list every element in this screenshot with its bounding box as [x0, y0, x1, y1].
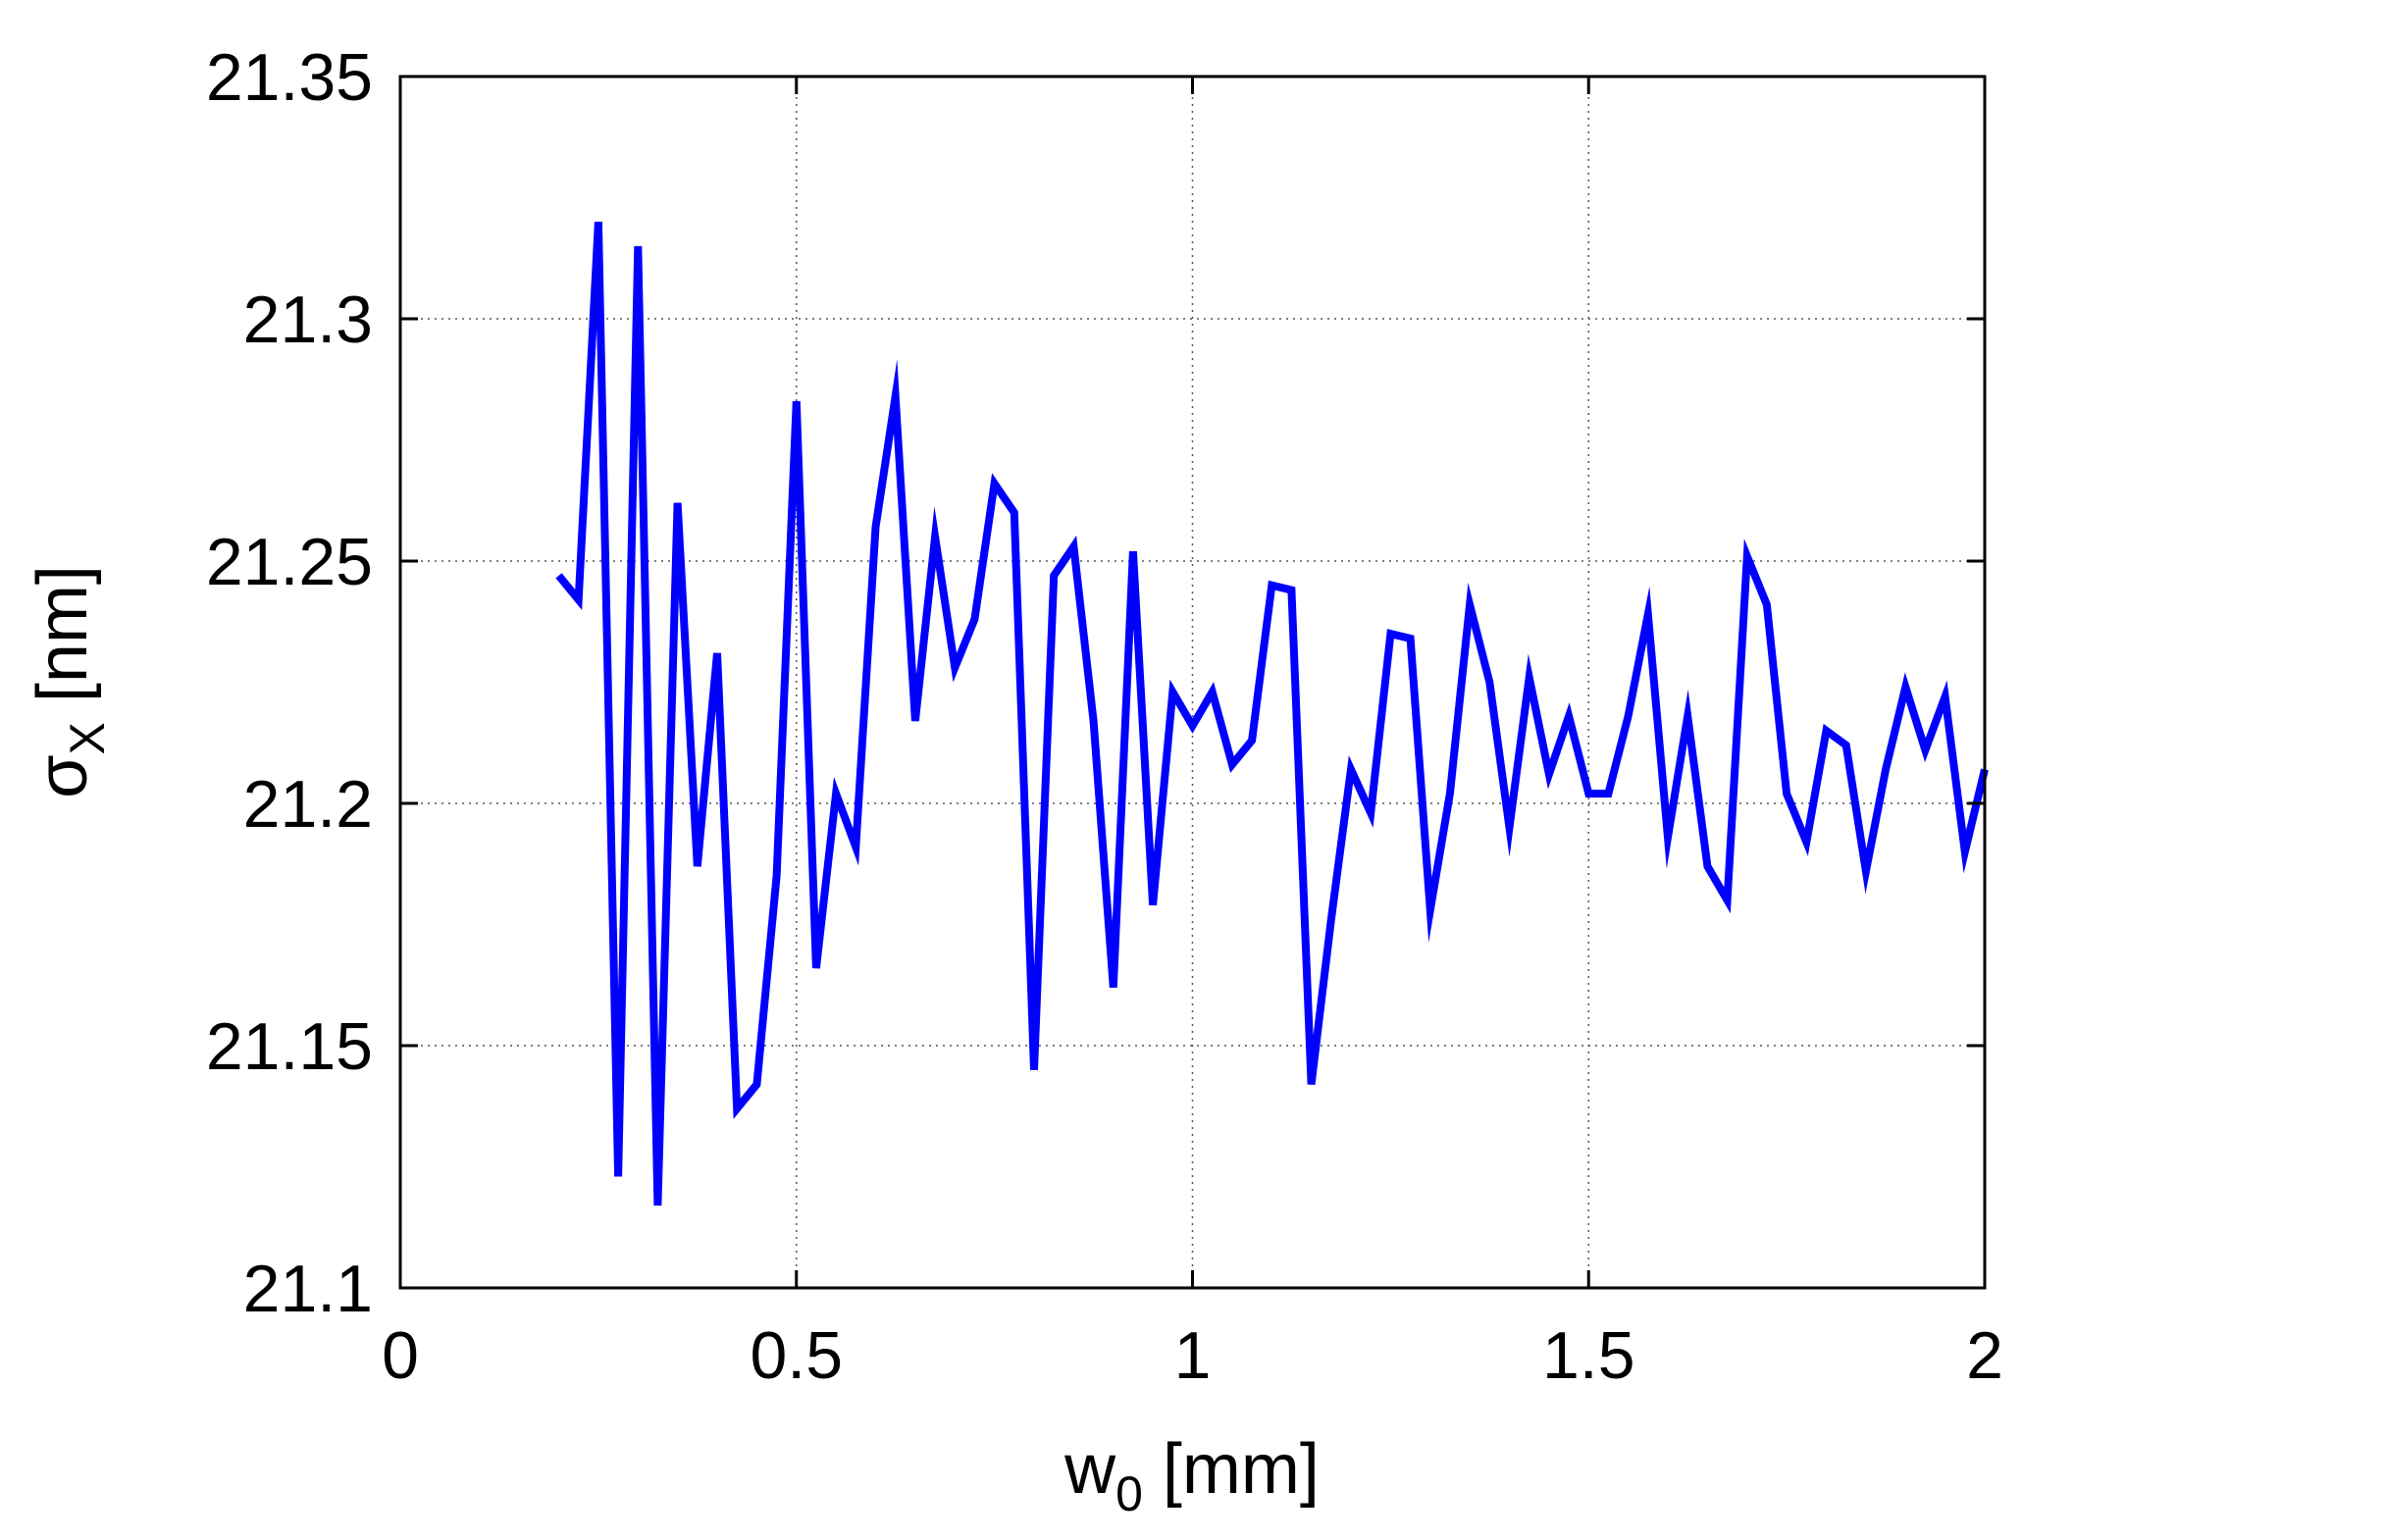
y-tick-label: 21.35: [206, 40, 373, 115]
series-line: [555, 221, 1989, 1206]
axis-ticks: 0 0.5 1 1.5 2 21.1 21.15 21.2 21.25 21.3 21.35: [206, 40, 2003, 1393]
x-tick-label: 0: [382, 1318, 419, 1393]
x-axis-label-main: w: [1063, 1430, 1116, 1509]
y-axis-label-main: σ: [24, 754, 102, 797]
x-tick-label: 0.5: [750, 1318, 843, 1393]
x-tick-label: 1: [1174, 1318, 1212, 1393]
x-tick-label: 2: [1966, 1318, 2003, 1393]
y-tick-label: 21.2: [243, 767, 373, 842]
x-tick-label: 1.5: [1542, 1318, 1635, 1393]
y-axis-label-unit: [nm]: [24, 565, 102, 722]
series-layer: [555, 221, 1989, 1206]
grid-lines: [400, 77, 1985, 1288]
y-tick-label: 21.25: [206, 525, 373, 599]
y-tick-label: 21.3: [243, 282, 373, 357]
y-axis-label-subscript: X: [60, 722, 115, 754]
y-tick-label: 21.1: [243, 1252, 373, 1326]
x-axis-label: w0 [mm]: [1063, 1430, 1320, 1521]
y-tick-label: 21.15: [206, 1009, 373, 1084]
x-axis-label-unit: [mm]: [1143, 1430, 1320, 1509]
x-axis-label-subscript: 0: [1115, 1466, 1143, 1521]
y-axis-label: σX [nm]: [24, 565, 115, 798]
